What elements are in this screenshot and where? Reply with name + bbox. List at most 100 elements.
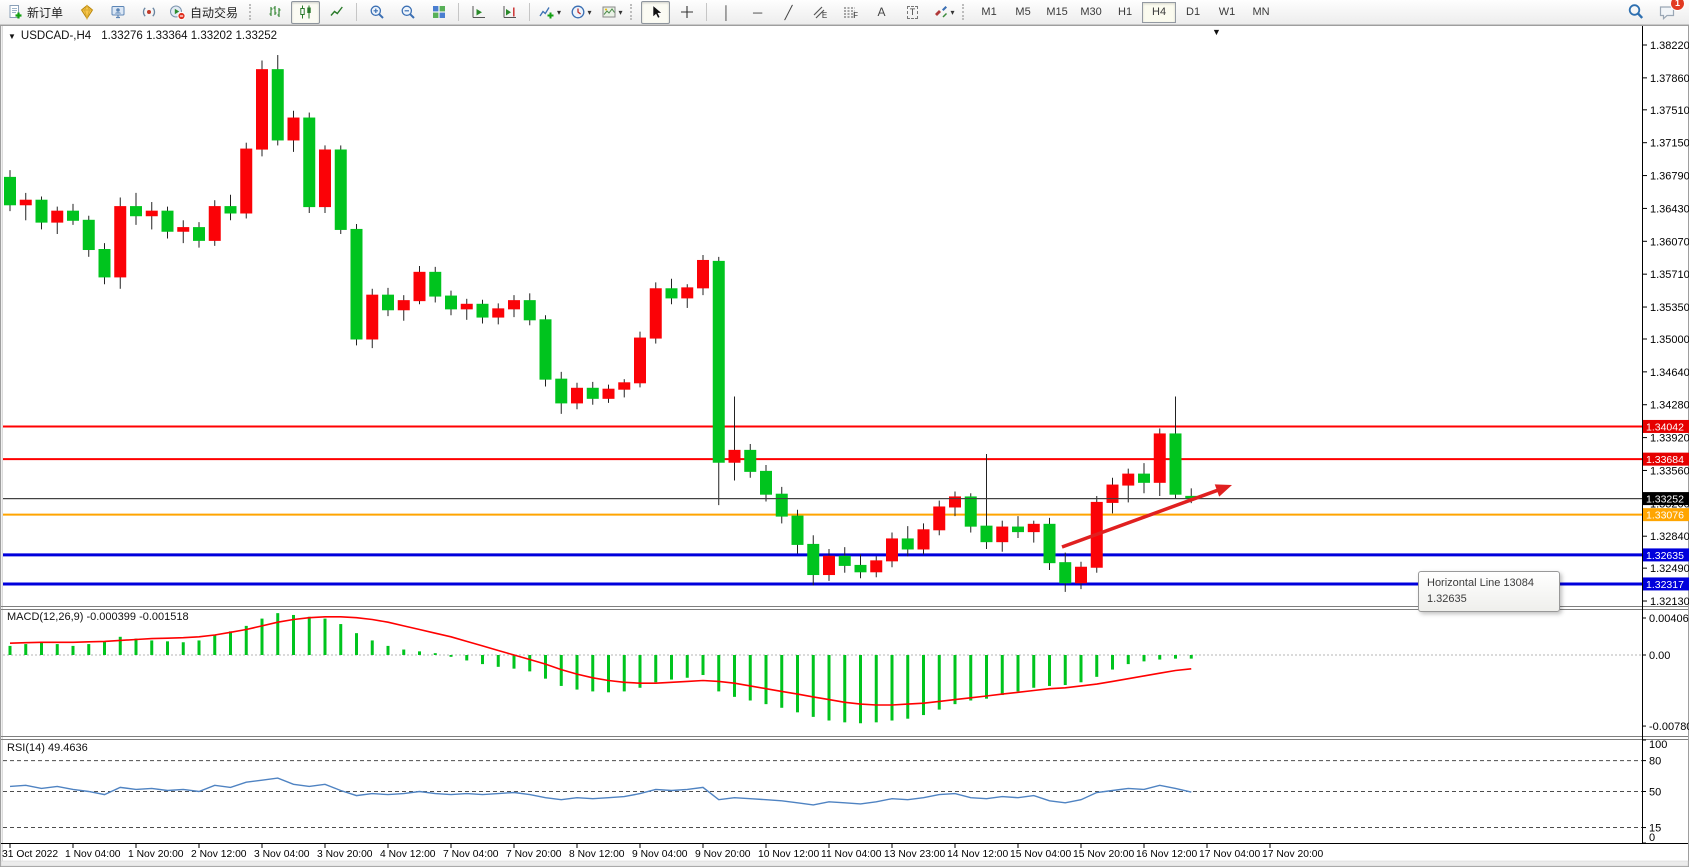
timeframe-h4[interactable]: H4 (1142, 1, 1177, 23)
timeframe-mn[interactable]: MN (1252, 6, 1270, 18)
candle-body (838, 555, 851, 566)
timeframe-d1[interactable]: D1 (1186, 6, 1201, 18)
tile-windows-button[interactable] (424, 1, 453, 24)
new-order-icon (9, 5, 22, 19)
macd-bar (638, 655, 642, 688)
timeframe-m1[interactable]: M1 (981, 6, 997, 18)
price-tick-label: 1.36790 (1650, 171, 1689, 183)
templates-button[interactable]: ▾ (597, 1, 626, 24)
timeframe-w1[interactable]: W1 (1218, 6, 1236, 18)
text-tool-button[interactable]: A (867, 1, 896, 24)
channel-tool-button[interactable]: E (805, 1, 834, 24)
macd-bar (701, 655, 705, 676)
bar-chart-button[interactable] (260, 1, 289, 24)
candle-body (1138, 473, 1150, 483)
macd-bar (1032, 655, 1036, 688)
timeframe-m15[interactable]: M15 (1046, 6, 1068, 18)
candlestick-chart-button[interactable] (291, 0, 321, 24)
signals-button[interactable] (134, 1, 163, 24)
candle-body (240, 148, 253, 214)
arrows-tool-button[interactable]: ▾ (929, 1, 958, 24)
macd-bar (1189, 655, 1193, 659)
fibonacci-tool-button[interactable]: F (836, 1, 865, 24)
line-chart-button[interactable] (322, 1, 351, 24)
candle-body (964, 496, 977, 527)
timeframe-m30[interactable]: M30 (1080, 6, 1102, 18)
community-button[interactable] (72, 1, 101, 24)
candle-body (161, 210, 174, 232)
candle-body (649, 288, 662, 339)
candlestick-chart-icon (299, 5, 311, 19)
gem-icon (80, 4, 93, 20)
horizontal-line-tool-button[interactable]: ─ (743, 1, 772, 24)
candle-body (634, 337, 646, 384)
periods-button[interactable]: ▾ (566, 1, 595, 24)
macd-bar (307, 616, 311, 655)
timeframe-h1[interactable]: H1 (1118, 6, 1133, 18)
crosshair-tool-button[interactable] (672, 1, 701, 24)
text-label-tool-button[interactable]: T (898, 1, 927, 24)
macd-bar (512, 655, 516, 669)
candle-body (19, 199, 32, 206)
trend-arrow[interactable] (1061, 484, 1232, 549)
trendline-tool-button[interactable]: ╱ (774, 1, 803, 24)
time-label: 16 Nov 12:00 (1136, 849, 1198, 860)
candle-body (712, 260, 725, 463)
price-tick-label: 1.35710 (1650, 269, 1689, 281)
macd-bar (985, 655, 988, 699)
new-order-button[interactable]: 新订单 (3, 1, 70, 24)
cursor-tool-button[interactable] (641, 0, 671, 24)
macd-bar (654, 655, 658, 683)
zoom-in-button[interactable] (362, 1, 391, 24)
crosshair-icon (680, 6, 693, 18)
symbol-caret-icon[interactable]: ▼ (8, 32, 16, 41)
time-axis[interactable]: 31 Oct 2022 1 Nov 04:00 1 Nov 20:00 2 Nov 1… (2, 843, 1324, 860)
candle-body (886, 538, 898, 562)
tooltip-value: 1.32635 (1427, 593, 1467, 605)
price-badge-text: 1.33684 (1646, 454, 1684, 466)
zoom-out-button[interactable] (393, 1, 422, 24)
macd-panel (8, 613, 1193, 724)
macd-indicator-label: MACD(12,26,9) -0.000399 -0.001518 (7, 611, 189, 623)
search-button[interactable] (1621, 1, 1650, 24)
notifications-button[interactable]: 1 (1652, 0, 1685, 24)
candle-body (224, 206, 237, 214)
price-axis[interactable]: 1.38220 1.37860 1.37510 1.37150 1.36790 1.364… (1642, 40, 1689, 844)
macd-bar (670, 655, 673, 680)
candle-body (823, 555, 835, 576)
macd-bar (465, 655, 469, 661)
macd-bar (953, 655, 957, 705)
indicators-button[interactable]: ▾ (535, 1, 564, 24)
macd-bar (150, 640, 154, 655)
object-tooltip: Horizontal Line 13084 1.32635 (1418, 571, 1560, 612)
macd-bar (24, 644, 28, 655)
timeframe-m5[interactable]: M5 (1015, 6, 1031, 18)
macd-bar (859, 655, 862, 724)
macd-bar (1126, 655, 1130, 665)
dropdown-caret: ▾ (587, 7, 592, 17)
chart-shift-button[interactable] (495, 1, 524, 24)
candle-body (460, 303, 473, 310)
auto-scroll-icon (472, 6, 485, 18)
candle-body (681, 287, 694, 299)
candle-body (397, 300, 410, 311)
dropdown-caret: ▾ (557, 7, 562, 17)
signal-icon (142, 7, 155, 17)
time-label: 11 Nov 04:00 (821, 849, 882, 860)
auto-scroll-button[interactable] (464, 1, 493, 24)
macd-bar (433, 653, 437, 655)
macd-bar (764, 655, 768, 705)
macd-bar (355, 633, 358, 655)
macd-bar (87, 644, 91, 655)
auto-trading-button[interactable]: 自动交易 (165, 1, 245, 24)
time-label: 4 Nov 12:00 (380, 849, 436, 860)
candle-body (51, 210, 64, 223)
time-label: 9 Nov 20:00 (695, 849, 751, 860)
vertical-line-tool-button[interactable]: │ (712, 1, 741, 24)
candle-body (697, 259, 709, 289)
virtual-hosting-button[interactable] (103, 1, 132, 24)
candle-body (539, 319, 552, 380)
macd-bar (55, 644, 59, 655)
chart-dropdown-caret[interactable]: ▼ (1212, 27, 1221, 37)
candle-body (319, 149, 331, 208)
